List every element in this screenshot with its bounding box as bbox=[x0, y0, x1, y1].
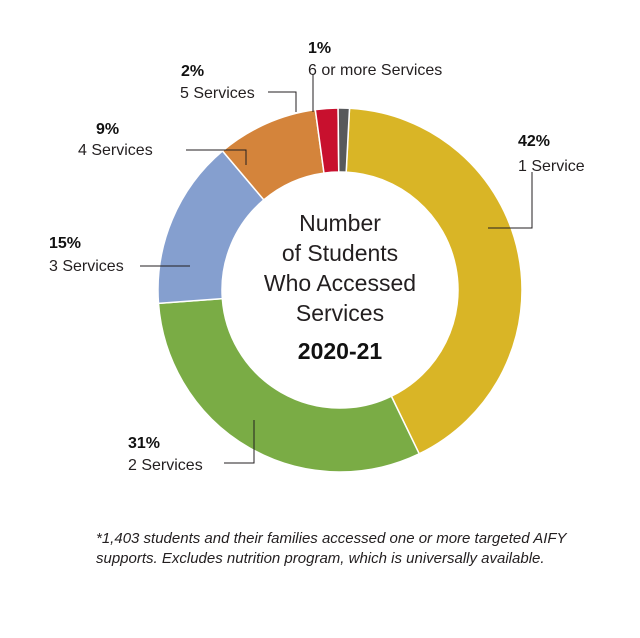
leader-lines bbox=[140, 74, 533, 464]
slice-3-percent: 15% bbox=[49, 235, 81, 252]
slice-1-label: 1 Service bbox=[518, 158, 585, 175]
center-title-line-1: Number bbox=[299, 210, 381, 236]
center-year: 2020-21 bbox=[298, 338, 383, 364]
slice-6-percent: 1% bbox=[308, 40, 331, 57]
center-title-line-4: Services bbox=[296, 300, 384, 326]
leader-line-2 bbox=[224, 420, 255, 464]
donut-slice-6 bbox=[337, 107, 351, 173]
slice-2-label: 2 Services bbox=[128, 457, 203, 474]
donut-slice-1 bbox=[345, 107, 523, 455]
leader-line-5 bbox=[268, 91, 297, 112]
leader-line-1 bbox=[488, 172, 533, 229]
donut-slices bbox=[157, 107, 523, 473]
center-title-line-3: Who Accessed bbox=[264, 270, 416, 296]
slice-2-percent: 31% bbox=[128, 435, 160, 452]
slice-4-percent: 9% bbox=[96, 121, 119, 138]
slice-4-label: 4 Services bbox=[78, 142, 153, 159]
slice-3-label: 3 Services bbox=[49, 258, 124, 275]
leader-line-4 bbox=[186, 149, 247, 165]
slice-6-label: 6 or more Services bbox=[308, 62, 442, 79]
slice-5-percent: 2% bbox=[181, 63, 204, 80]
slice-5-label: 5 Services bbox=[180, 85, 255, 102]
donut-slice-2 bbox=[157, 297, 421, 473]
footnote: *1,403 students and their families acces… bbox=[96, 530, 567, 567]
center-title: Number of Students Who Accessed Services… bbox=[264, 210, 416, 364]
slice-1-percent: 42% bbox=[518, 133, 550, 150]
center-title-line-2: of Students bbox=[282, 240, 398, 266]
donut-chart: Number of Students Who Accessed Services… bbox=[49, 40, 585, 474]
